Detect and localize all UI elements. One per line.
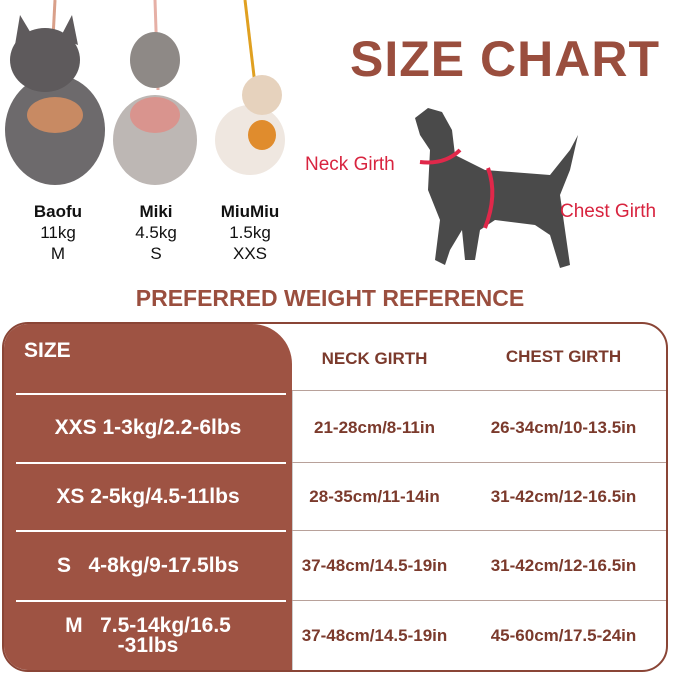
size-xs: XS 2-5kg/4.5-11lbs <box>56 485 240 508</box>
dog-weight: 11kg <box>40 223 76 242</box>
dog-info-miki: Miki 4.5kg S <box>116 201 196 264</box>
size-xxs: XXS 1-3kg/2.2-6lbs <box>54 416 242 439</box>
reference-title: PREFERRED WEIGHT REFERENCE <box>135 285 525 311</box>
neck-s: 37-48cm/14.5-19in <box>301 556 448 575</box>
row-divider <box>292 462 666 463</box>
dog-weight: 1.5kg <box>229 223 271 242</box>
size-table: SIZE NECK GIRTH CHEST GIRTH XXS 1-3kg/2.… <box>2 322 668 672</box>
dog-size: S <box>150 244 162 263</box>
page-title: SIZE CHART <box>350 31 660 87</box>
neck-girth-line <box>419 148 462 165</box>
header-neck-girth: NECK GIRTH <box>321 349 428 368</box>
dog-name: Miki <box>139 202 173 221</box>
chest-girth-line <box>483 167 495 229</box>
neck-m: 37-48cm/14.5-19in <box>301 626 448 645</box>
dogs-photo <box>5 0 285 185</box>
french-bulldog-image <box>5 15 105 185</box>
row-divider <box>16 462 286 464</box>
row-divider <box>292 390 666 391</box>
dog-silhouette-diagram <box>415 108 578 268</box>
dog-weight: 4.5kg <box>135 223 177 242</box>
yorkie-image <box>215 75 285 175</box>
size-m: M 7.5-14kg/16.5 -31lbs <box>65 614 237 657</box>
row-divider <box>16 600 286 602</box>
size-column-panel <box>4 324 292 670</box>
chest-s: 31-42cm/12-16.5in <box>490 556 637 575</box>
neck-xs: 28-35cm/11-14in <box>309 487 440 506</box>
row-divider <box>16 393 286 395</box>
row-divider <box>292 600 666 601</box>
row-divider <box>16 530 286 532</box>
dog-name: Baofu <box>33 202 83 221</box>
header-size: SIZE <box>24 339 71 362</box>
schnauzer-image <box>113 32 197 185</box>
chest-m: 45-60cm/17.5-24in <box>490 626 637 645</box>
chest-xxs: 26-34cm/10-13.5in <box>490 418 637 437</box>
chest-girth-label: Chest Girth <box>560 201 657 222</box>
dog-size: XXS <box>232 244 268 263</box>
neck-xxs: 21-28cm/8-11in <box>314 418 435 437</box>
dog-info-baofu: Baofu 11kg M <box>18 201 98 264</box>
size-s: S 4-8kg/9-17.5lbs <box>56 554 240 577</box>
dog-info-miumiu: MiuMiu 1.5kg XXS <box>210 201 290 264</box>
row-divider <box>292 530 666 531</box>
dog-name: MiuMiu <box>220 202 280 221</box>
header-chest-girth: CHEST GIRTH <box>505 347 622 366</box>
dog-size: M <box>50 244 66 263</box>
dog-silhouette <box>415 108 578 268</box>
neck-girth-label: Neck Girth <box>305 154 395 175</box>
chest-xs: 31-42cm/12-16.5in <box>490 487 637 506</box>
